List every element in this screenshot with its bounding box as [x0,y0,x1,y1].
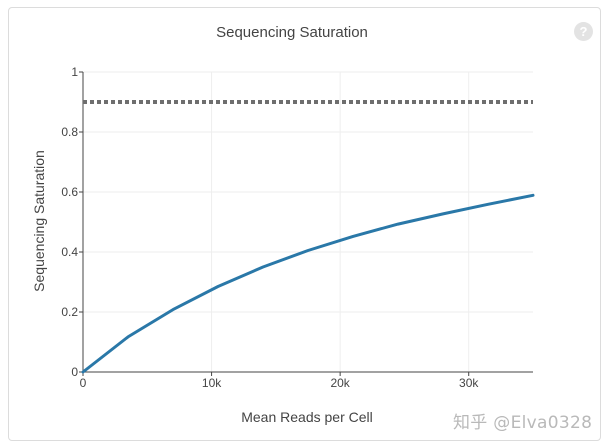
help-icon[interactable]: ? [574,22,593,41]
y-axis-label: Sequencing Saturation [31,150,47,292]
watermark-text: 知乎 @Elva0328 [453,413,593,433]
x-tick-label: 10k [202,376,222,390]
y-tick-label: 0.2 [61,305,78,319]
tick-labels: 0 0.2 0.4 0.6 0.8 1 0 10k 20k 30k [61,65,479,390]
y-tick-label: 0 [71,365,78,379]
x-tick-label: 20k [330,376,350,390]
y-tick-label: 0.6 [61,185,78,199]
series-lines [81,100,535,374]
y-tick-label: 1 [71,65,78,79]
y-tick-label: 0.8 [61,125,78,139]
chart-panel [8,7,601,441]
saturation-curve [81,193,535,374]
x-tick-label: 30k [459,376,479,390]
chart-title: Sequencing Saturation [216,24,368,41]
axes [79,71,533,376]
x-axis-label: Mean Reads per Cell [241,409,373,425]
y-tick-label: 0.4 [61,245,78,259]
grid-lines [83,71,533,372]
x-tick-label: 0 [80,376,87,390]
